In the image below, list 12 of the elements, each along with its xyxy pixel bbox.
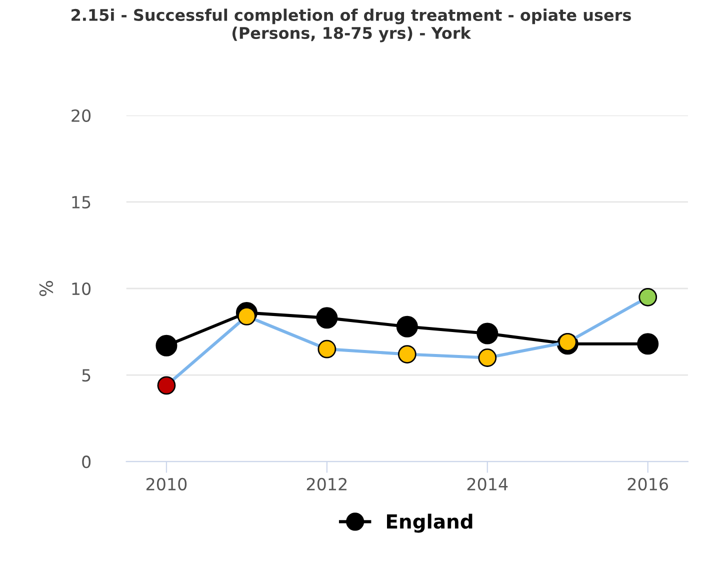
y-tick-label: 0 — [82, 456, 91, 468]
x-tick-label: 2014 — [467, 478, 508, 490]
y-axis-title: % — [39, 280, 54, 296]
y-tick-label: 15 — [72, 196, 90, 209]
x-tick-label: 2016 — [628, 478, 668, 490]
chart-title: 2.15i - Successful completion of drug treatment - opiate users (Persons, 18-75 yrs) - York — [72, 8, 631, 42]
y-tick-label: 10 — [72, 282, 91, 296]
legend-label: England — [387, 514, 472, 533]
x-tick-label: 2012 — [306, 478, 346, 490]
x-tick-label: 2010 — [146, 478, 187, 490]
y-tick-label: 20 — [72, 109, 91, 122]
y-tick-label: 5 — [82, 369, 90, 382]
